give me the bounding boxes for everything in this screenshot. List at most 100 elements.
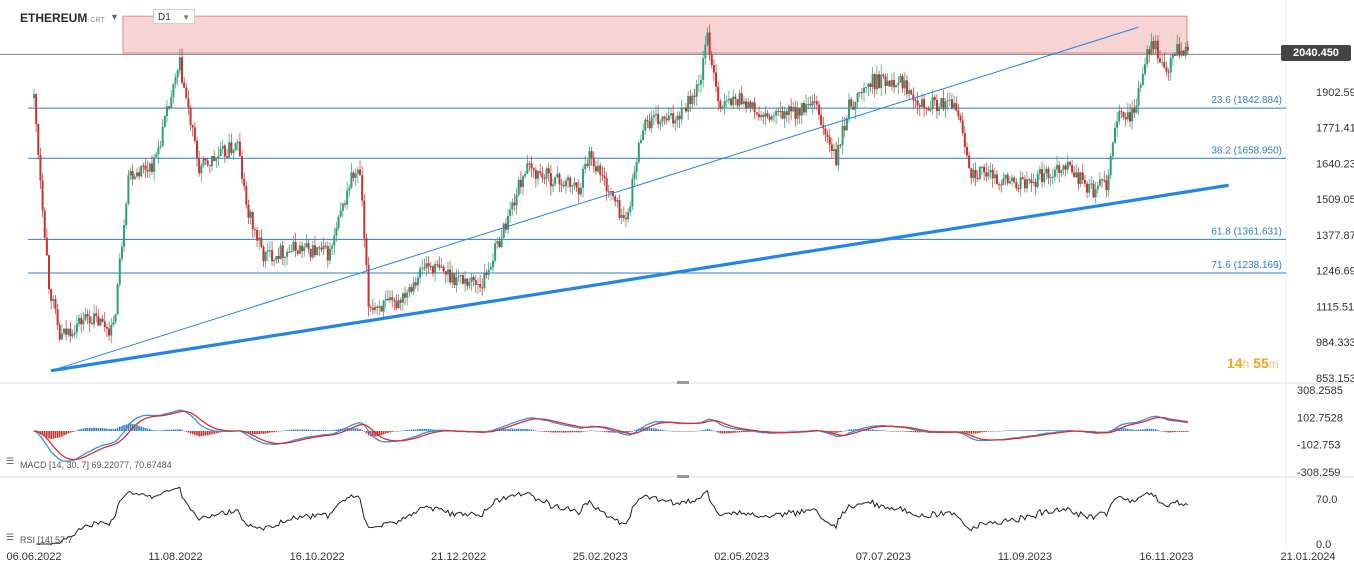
macd-histogram-bar: [149, 429, 151, 431]
candle-body: [663, 116, 666, 119]
macd-histogram-bar: [908, 430, 910, 432]
symbol-name: ETHEREUM: [20, 11, 88, 25]
candle-body: [436, 264, 439, 266]
candle-body: [213, 155, 216, 161]
candle-body: [541, 173, 544, 178]
macd-histogram-bar: [732, 430, 734, 433]
macd-histogram-bar: [99, 428, 102, 431]
macd-histogram-bar: [612, 430, 614, 433]
macd-histogram-bar: [363, 430, 366, 432]
candle-body: [185, 87, 188, 99]
candle-body: [498, 241, 501, 248]
candle-body: [704, 44, 707, 59]
timeframe-select[interactable]: D1 ▼: [153, 9, 195, 24]
macd-histogram-bar: [1094, 430, 1097, 432]
candle-body: [374, 306, 377, 310]
macd-histogram-bar: [552, 430, 554, 433]
macd-histogram-bar: [745, 430, 747, 433]
macd-histogram-bar: [307, 429, 310, 431]
macd-histogram-bar: [312, 429, 314, 431]
macd-histogram-bar: [1146, 428, 1148, 431]
macd-histogram-bar: [378, 430, 381, 436]
candle-body: [886, 80, 889, 86]
candle-body: [579, 187, 582, 195]
main-pane-handle[interactable]: [677, 381, 689, 384]
macd-histogram-bar: [580, 430, 582, 433]
macd-histogram-bar: [781, 430, 784, 432]
macd-histogram-bar: [556, 430, 559, 433]
candle-body: [648, 121, 651, 129]
support-trendline[interactable]: [50, 183, 1229, 373]
candle-body: [1051, 176, 1054, 178]
macd-histogram-bar: [159, 430, 162, 432]
macd-histogram-bar: [91, 428, 93, 431]
macd-pane-handle[interactable]: [677, 475, 689, 478]
chevron-down-icon[interactable]: ▼: [110, 12, 119, 22]
macd-histogram-bar: [262, 430, 265, 434]
candle-body: [438, 264, 441, 268]
macd-histogram-bar: [951, 430, 953, 432]
candle-body: [938, 107, 941, 112]
candle-body: [753, 102, 756, 113]
macd-histogram-bar: [1124, 428, 1127, 431]
channel-trendline[interactable]: [51, 26, 1139, 372]
candle-body: [802, 103, 805, 113]
macd-histogram-bar: [118, 426, 121, 431]
macd-histogram-bar: [567, 430, 569, 433]
macd-histogram-bar: [601, 430, 604, 432]
rsi-label[interactable]: RSI [14] 57.7: [20, 535, 73, 545]
candle-body: [757, 114, 760, 118]
candle-body: [483, 273, 486, 289]
macd-histogram-bar: [183, 430, 185, 432]
candle-body: [470, 277, 473, 283]
macd-histogram-bar: [1114, 428, 1116, 431]
macd-histogram-bar: [582, 430, 584, 432]
candle-body: [545, 168, 548, 179]
macd-histogram-bar: [959, 430, 962, 432]
macd-settings-icon[interactable]: ☰: [6, 456, 15, 466]
macd-histogram-bar: [728, 430, 730, 434]
candle-body: [161, 126, 164, 146]
candle-body: [742, 101, 745, 104]
candle-body: [193, 127, 196, 141]
macd-histogram-bar: [936, 430, 938, 432]
candle-body: [112, 322, 115, 325]
macd-histogram-bar: [605, 430, 608, 433]
candle-body: [223, 145, 226, 157]
macd-histogram-bar: [367, 430, 370, 436]
candle-body: [339, 210, 342, 217]
macd-label[interactable]: MACD [14, 30, 7] 69.22077, 70.67484: [20, 460, 172, 470]
symbol-selector[interactable]: ETHEREUM CRT: [20, 11, 105, 25]
macd-histogram-bar: [1036, 430, 1039, 431]
rsi-settings-icon[interactable]: ☰: [6, 532, 15, 542]
macd-axis-tick-label: -102.753: [1297, 440, 1340, 452]
countdown-hours-unit: h: [1242, 357, 1250, 371]
macd-histogram-bar: [730, 430, 732, 434]
macd-histogram-bar: [76, 430, 78, 431]
macd-histogram-bar: [50, 430, 52, 439]
macd-histogram-bar: [891, 430, 893, 432]
macd-histogram-bar: [577, 430, 580, 433]
candle-body: [159, 145, 162, 148]
candle-body: [466, 278, 469, 286]
candle-body: [140, 165, 143, 177]
date-axis-tick-label: 06.06.2022: [6, 551, 61, 563]
candle-body: [1038, 169, 1041, 174]
candle-body: [63, 328, 66, 334]
macd-histogram-bar: [961, 430, 964, 432]
candle-body: [138, 172, 141, 177]
candle-body: [35, 94, 38, 124]
macd-histogram-bar: [743, 430, 745, 433]
macd-histogram-bar: [1133, 429, 1136, 431]
macd-histogram-bar: [968, 430, 970, 434]
candle-body: [105, 327, 108, 329]
resistance-zone[interactable]: [122, 15, 1188, 54]
macd-histogram-bar: [608, 430, 610, 433]
candle-body: [393, 299, 396, 302]
macd-histogram-bar: [543, 430, 546, 432]
macd-histogram-bar: [146, 428, 149, 431]
candle-body: [262, 246, 265, 262]
macd-histogram-bar: [779, 430, 782, 432]
candle-body: [380, 306, 383, 312]
